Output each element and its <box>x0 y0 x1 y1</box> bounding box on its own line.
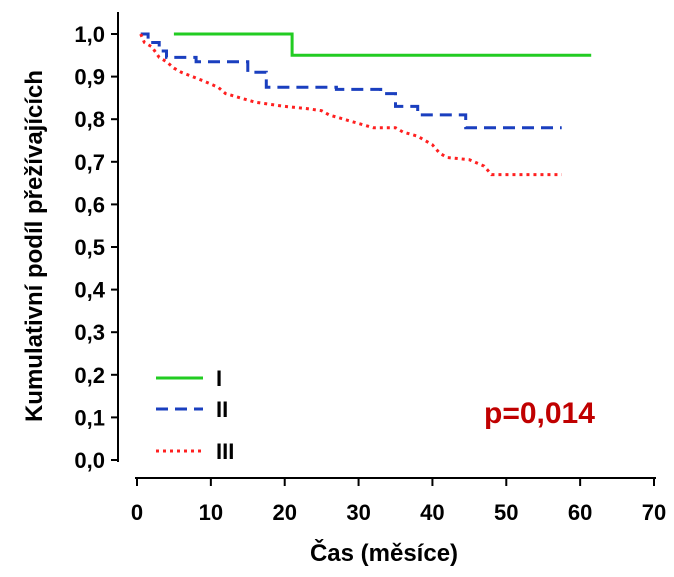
y-tick-label: 0,5 <box>74 235 105 260</box>
y-tick-label: 0,3 <box>74 320 105 345</box>
series-iii-line <box>139 33 562 177</box>
y-tick-label: 0,0 <box>74 448 105 473</box>
legend-label-i: I <box>216 366 222 391</box>
p-value-annotation: p=0,014 <box>484 397 595 430</box>
legend-label-iii: III <box>216 439 234 464</box>
series-i-line <box>173 32 592 57</box>
y-tick-label: 0,2 <box>74 363 105 388</box>
y-tick-label: 0,1 <box>74 405 105 430</box>
x-tick-label: 20 <box>272 500 296 525</box>
x-tick-label: 70 <box>642 500 666 525</box>
y-tick-label: 0,4 <box>74 278 105 303</box>
x-tick-label: 30 <box>346 500 370 525</box>
x-tick-label: 40 <box>420 500 444 525</box>
y-tick-label: 1,0 <box>74 22 105 47</box>
legend-label-ii: II <box>216 397 228 422</box>
series-ii-line <box>140 32 562 130</box>
y-tick-label: 0,8 <box>74 107 105 132</box>
y-axis-title: Kumulativní podíl přežívajících <box>21 70 48 422</box>
x-tick-label: 10 <box>199 500 223 525</box>
x-tick-label: 0 <box>131 500 143 525</box>
y-tick-label: 0,9 <box>74 65 105 90</box>
y-tick-label: 0,7 <box>74 150 105 175</box>
axes: 0,0 0,1 0,2 0,3 0,4 0,5 0,6 0,7 0,8 0,9 1,0 0 10 20 30… <box>74 12 666 525</box>
x-tick-label: 60 <box>568 500 592 525</box>
x-tick-label: 50 <box>494 500 518 525</box>
y-tick-label: 0,6 <box>74 192 105 217</box>
series-layer <box>139 32 592 177</box>
x-axis-title: Čas (měsíce) <box>310 539 458 567</box>
